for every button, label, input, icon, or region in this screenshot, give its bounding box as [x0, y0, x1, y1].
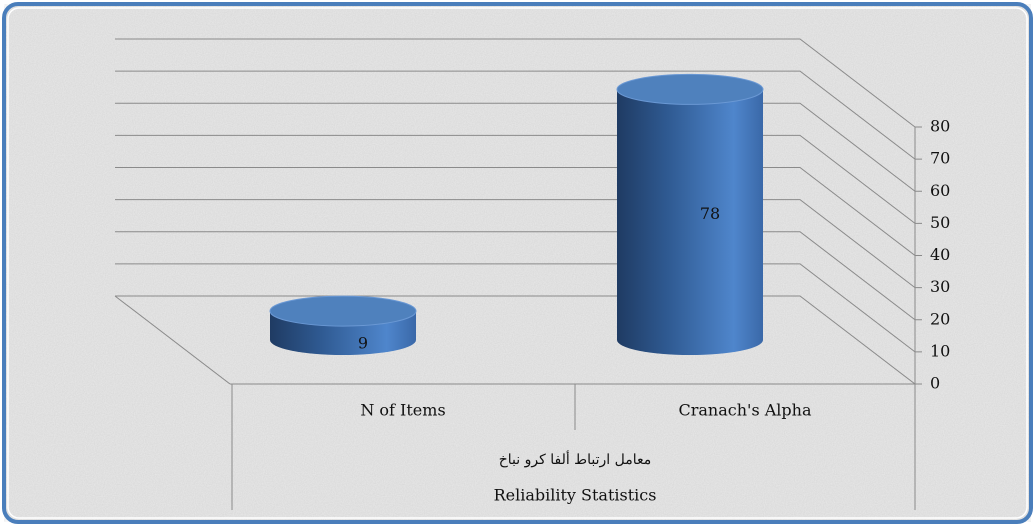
grid-line: [115, 134, 916, 224]
grid-line: [115, 70, 916, 160]
bar-top: [269, 295, 417, 327]
bar: [616, 73, 764, 356]
y-tick-label: 40: [930, 245, 950, 264]
group-label: معامل ارتباط ألفا كرو نباخ: [499, 449, 651, 468]
grid-line: [115, 199, 916, 289]
bar: [269, 295, 417, 355]
grid-line: [115, 38, 916, 128]
y-tick-label: 0: [930, 374, 940, 393]
y-tick-label: 80: [930, 117, 950, 136]
grid-line: [115, 231, 916, 321]
x-tick-label: N of Items: [360, 401, 445, 420]
group-label: Reliability Statistics: [494, 486, 657, 505]
grid-line: [115, 167, 916, 256]
bar-top: [616, 73, 764, 105]
bar-body: [617, 89, 763, 356]
floor-edge: [114, 295, 231, 385]
y-tick-label: 20: [930, 309, 950, 328]
texture: [4, 4, 1031, 522]
y-tick-label: 60: [930, 181, 950, 200]
data-label: 78: [700, 204, 720, 223]
plot: [114, 38, 922, 510]
frame-inner: [7, 7, 1028, 519]
x-tick-label: Cranach's Alpha: [679, 401, 812, 420]
y-tick-label: 30: [930, 277, 950, 296]
y-tick-label: 50: [930, 213, 950, 232]
grid-line: [115, 263, 916, 353]
grid-line: [115, 102, 916, 192]
y-tick-label: 10: [930, 341, 950, 360]
data-label: 9: [358, 334, 368, 353]
y-tick-label: 70: [930, 149, 950, 168]
